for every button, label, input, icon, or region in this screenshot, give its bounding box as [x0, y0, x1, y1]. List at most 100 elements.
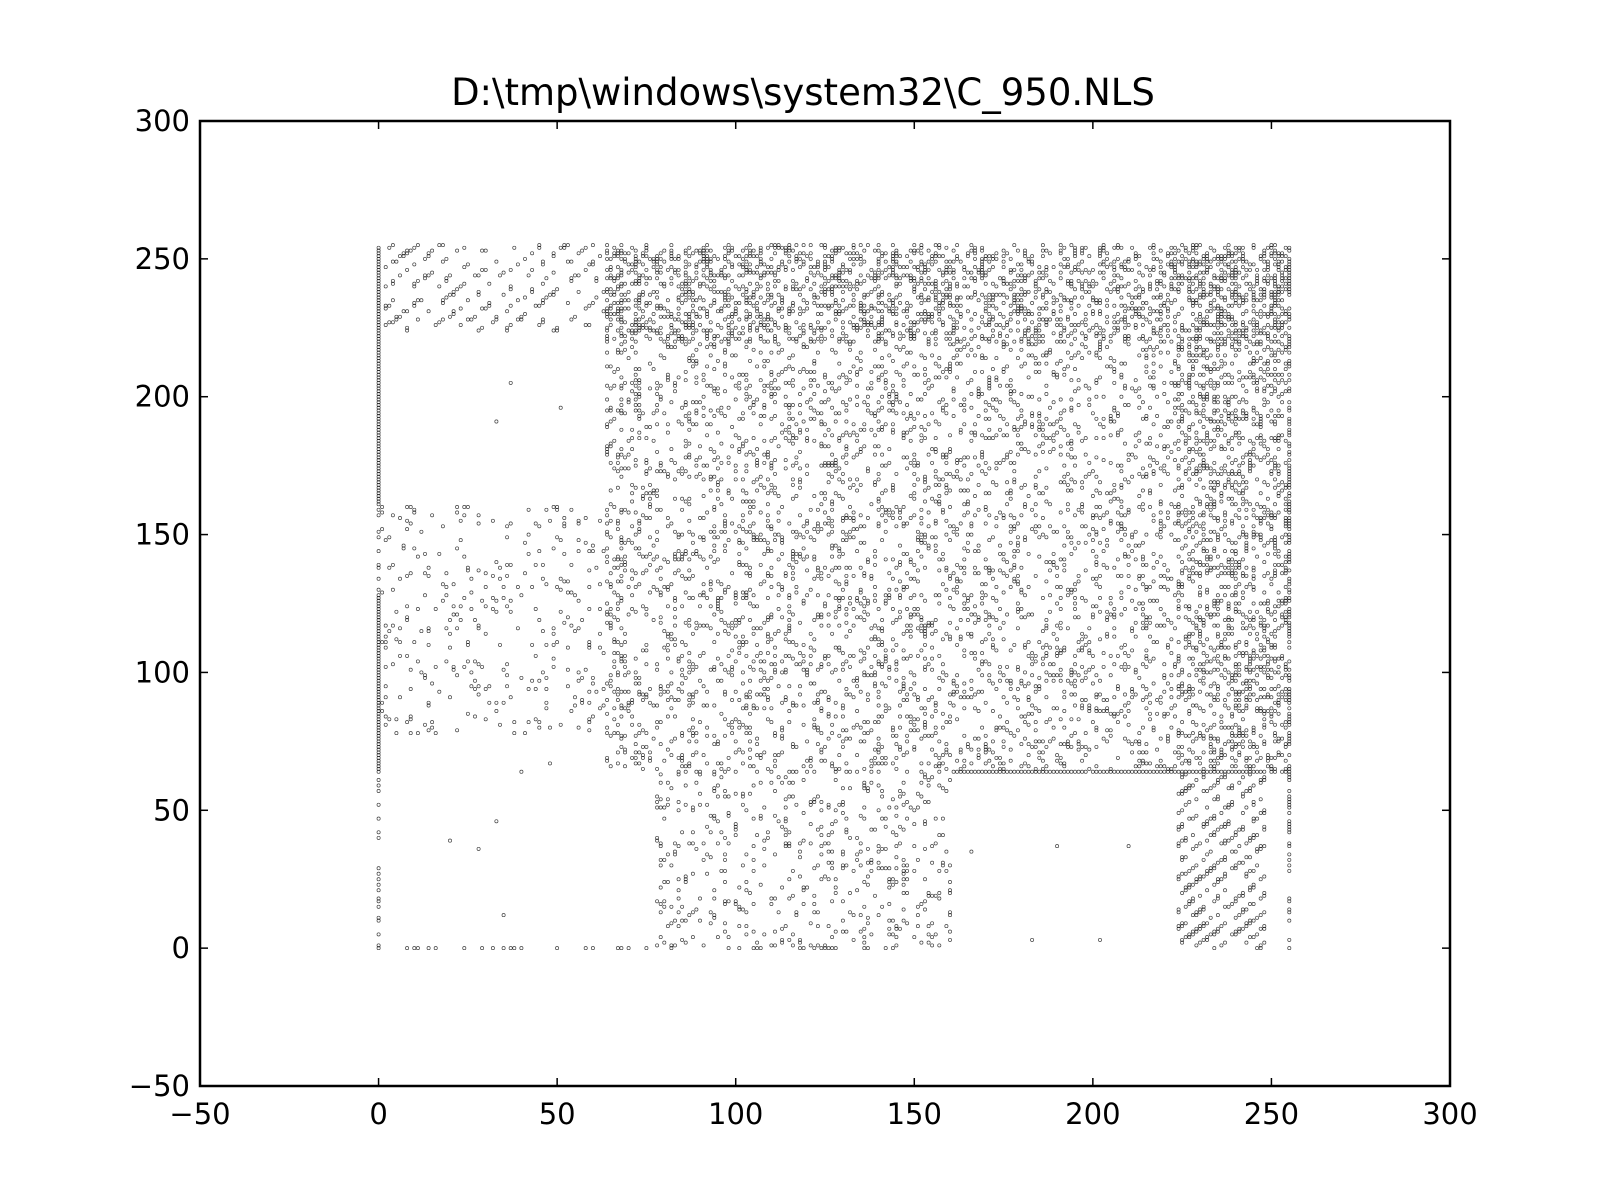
scatter-point [615, 750, 620, 755]
scatter-point [890, 485, 895, 490]
scatter-point [640, 744, 645, 749]
scatter-point [987, 615, 992, 620]
scatter-point [1062, 725, 1067, 730]
scatter-point [855, 372, 860, 377]
scatter-point [1126, 403, 1131, 407]
scatter-point [1148, 761, 1152, 766]
scatter-point [837, 623, 842, 628]
scatter-point [1044, 416, 1049, 421]
scatter-point [1040, 645, 1045, 650]
scatter-point [905, 265, 910, 270]
scatter-point [1055, 653, 1060, 658]
scatter-point [1212, 460, 1217, 465]
scatter-point [780, 750, 785, 755]
scatter-point [944, 568, 949, 573]
scatter-point [1087, 289, 1092, 294]
scatter-point [944, 411, 949, 416]
scatter-point [1019, 769, 1024, 774]
scatter-point [1076, 573, 1081, 578]
scatter-point [1015, 535, 1020, 540]
scatter-point [623, 259, 627, 264]
scatter-point [1169, 262, 1174, 267]
scatter-point [787, 416, 792, 421]
scatter-point [1240, 612, 1245, 617]
scatter-point [1162, 524, 1167, 529]
scatter-point [1265, 367, 1270, 372]
scatter-point [512, 245, 517, 250]
scatter-point [376, 463, 381, 468]
scatter-point [1008, 383, 1013, 388]
scatter-point [426, 273, 431, 278]
scatter-point [748, 678, 752, 683]
scatter-point [990, 750, 995, 755]
scatter-point [694, 361, 699, 366]
scatter-point [680, 292, 685, 297]
scatter-point [1023, 761, 1027, 766]
scatter-point [940, 637, 945, 642]
scatter-point [890, 728, 895, 733]
scatter-point [926, 378, 931, 383]
scatter-point [1073, 692, 1077, 697]
scatter-point [862, 444, 867, 449]
scatter-point [930, 320, 935, 325]
scatter-point [1262, 717, 1267, 722]
scatter-point [819, 419, 824, 424]
scatter-point [680, 573, 685, 578]
scatter-point [965, 540, 970, 545]
scatter-point [676, 284, 681, 289]
scatter-point [1069, 540, 1074, 545]
scatter-point [812, 378, 817, 383]
scatter-point [1230, 273, 1235, 278]
scatter-point [1165, 314, 1170, 319]
scatter-point [376, 896, 381, 901]
scatter-point [1144, 532, 1149, 537]
scatter-point [1083, 436, 1088, 441]
scatter-point [773, 653, 777, 658]
scatter-point [633, 350, 638, 355]
scatter-point [708, 278, 713, 283]
scatter-point [1040, 739, 1045, 744]
scatter-point [1048, 673, 1052, 678]
scatter-point [848, 485, 852, 490]
scatter-point [1190, 276, 1195, 281]
scatter-point [608, 444, 613, 449]
scatter-point [848, 397, 852, 402]
scatter-point [848, 320, 852, 325]
scatter-point [633, 367, 638, 372]
scatter-point [1190, 731, 1195, 736]
scatter-point [1158, 292, 1163, 297]
scatter-point [780, 736, 785, 741]
scatter-point [1069, 670, 1074, 675]
scatter-point [1233, 733, 1238, 738]
scatter-point [1158, 607, 1163, 611]
scatter-point [751, 631, 756, 636]
scatter-point [376, 295, 381, 300]
scatter-point [1208, 670, 1213, 675]
scatter-point [798, 325, 802, 330]
scatter-point [755, 488, 760, 493]
scatter-point [1148, 488, 1152, 493]
scatter-point [708, 529, 713, 534]
scatter-point [1123, 314, 1127, 319]
scatter-point [837, 273, 842, 278]
scatter-point [1237, 430, 1242, 435]
scatter-point [615, 761, 620, 766]
scatter-point [744, 469, 749, 474]
scatter-point [773, 538, 777, 543]
scatter-point [1076, 267, 1081, 272]
scatter-point [1240, 455, 1245, 460]
scatter-point [1094, 706, 1099, 711]
scatter-point [769, 270, 774, 275]
scatter-point [1158, 623, 1163, 628]
scatter-point [876, 256, 881, 261]
scatter-point [726, 538, 731, 543]
scatter-point [1130, 769, 1135, 774]
scatter-point [801, 546, 806, 551]
scatter-point [633, 755, 638, 760]
scatter-point [1101, 664, 1106, 669]
scatter-point [901, 698, 906, 702]
scatter-point [1137, 739, 1142, 744]
scatter-point [687, 295, 692, 300]
scatter-point [683, 444, 688, 449]
scatter-point [837, 361, 842, 366]
